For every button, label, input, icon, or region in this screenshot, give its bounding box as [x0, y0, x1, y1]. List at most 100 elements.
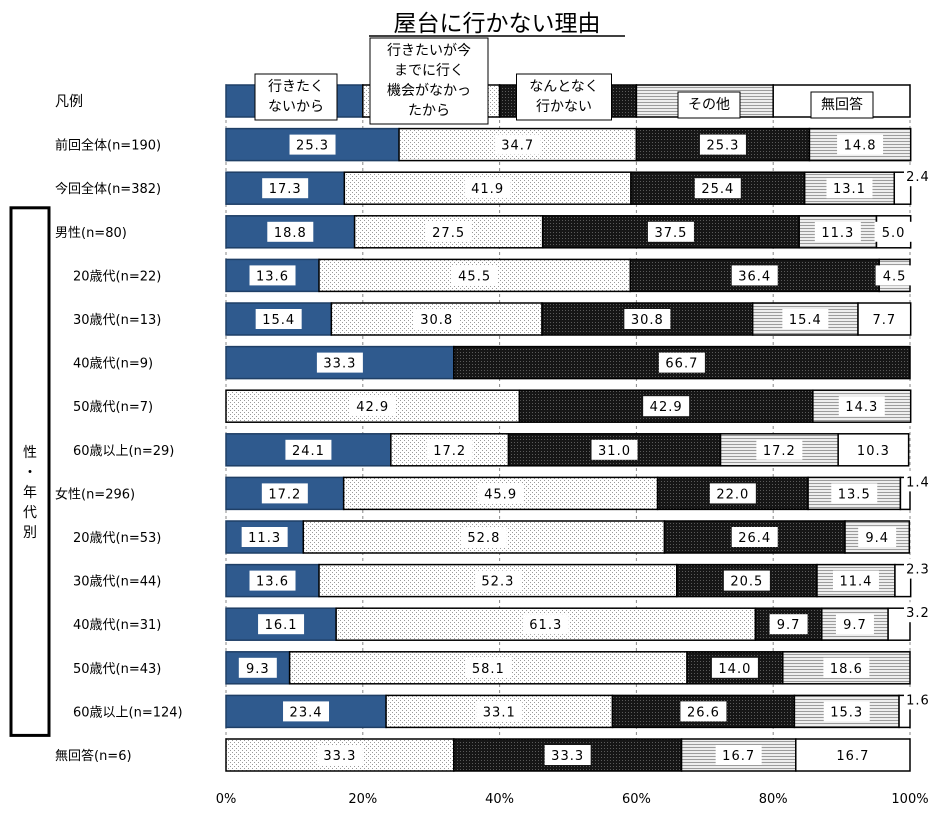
legend-entry-label: なんとなく: [529, 79, 599, 95]
data-label-bg: [731, 265, 778, 286]
data-label: 25.3: [296, 139, 329, 154]
data-label: 15.4: [789, 313, 822, 328]
data-label-bg: [715, 745, 762, 765]
data-label: 16.1: [265, 618, 298, 633]
data-label-bg: [711, 657, 758, 678]
data-label: 23.4: [290, 705, 323, 720]
bar-segment: [390, 433, 510, 467]
bar-segment: [751, 302, 859, 336]
data-label: 25.4: [701, 182, 734, 197]
data-label: 18.8: [274, 226, 307, 241]
data-label: 52.8: [467, 531, 500, 546]
data-label-bg: [464, 178, 511, 199]
data-label: 58.1: [472, 662, 505, 677]
data-label-bg: [904, 471, 932, 492]
data-label-bg: [850, 439, 897, 460]
data-label-bg: [426, 439, 473, 460]
category-label: 前回全体(n=190): [55, 138, 161, 154]
data-label-bg: [249, 570, 296, 591]
category-label: 50歳代(n=43): [73, 662, 161, 677]
data-label-bg: [904, 602, 932, 623]
legend-entry-label: 行きたいが今: [387, 43, 471, 59]
x-tick-label: 60%: [622, 792, 651, 807]
chart-title: 屋台に行かない理由: [394, 11, 601, 37]
legend-label-box: [810, 91, 874, 119]
data-label: 4.5: [883, 269, 907, 284]
data-label-bg: [451, 265, 498, 286]
category-label: 男性(n=80): [55, 226, 127, 241]
x-tick-label: 40%: [485, 792, 514, 807]
data-label-bg: [769, 614, 808, 635]
data-label: 14.8: [844, 139, 877, 154]
legend-label-box: [254, 73, 338, 121]
data-label-bg: [316, 352, 363, 373]
data-label: 1.4: [906, 475, 930, 490]
data-label: 9.3: [246, 662, 270, 677]
data-label: 30.8: [420, 313, 453, 328]
data-label: 61.3: [529, 618, 562, 633]
data-label-bg: [837, 134, 884, 155]
data-label: 13.6: [256, 575, 289, 590]
data-label-bg: [349, 396, 396, 417]
legend-entry-label: その他: [688, 97, 730, 113]
group-label-char: ・: [23, 465, 37, 481]
category-label: 60歳以上(n=124): [73, 705, 183, 720]
group-label-char: 別: [23, 525, 37, 541]
data-label: 36.4: [738, 269, 771, 284]
category-label: 40歳代(n=9): [73, 357, 153, 372]
data-label-bg: [413, 309, 460, 329]
data-label: 9.7: [843, 618, 867, 633]
data-label-bg: [731, 527, 778, 547]
data-label: 5.0: [882, 226, 906, 241]
legend-entry-label: 行かない: [536, 99, 592, 115]
category-label: 女性(n=296): [55, 486, 135, 502]
data-label-bg: [782, 309, 829, 329]
data-label-bg: [875, 265, 914, 286]
data-label: 15.3: [830, 705, 863, 720]
data-label: 17.2: [763, 444, 796, 459]
data-label-bg: [865, 309, 904, 329]
data-label-bg: [756, 439, 803, 460]
data-label-bg: [680, 701, 727, 722]
data-label-bg: [643, 396, 690, 417]
data-label-bg: [699, 134, 746, 155]
data-label: 7.7: [873, 313, 897, 328]
group-label-char: 代: [23, 505, 37, 521]
data-label: 11.3: [821, 226, 854, 241]
legend-entry-label: 機会がなかっ: [387, 83, 471, 99]
data-label: 11.4: [839, 575, 872, 590]
data-label-bg: [465, 657, 512, 678]
data-label: 27.5: [432, 226, 465, 241]
bar-segment: [795, 738, 911, 772]
data-label-bg: [258, 614, 305, 635]
data-label-bg: [316, 745, 363, 765]
group-label-char: 年: [23, 485, 37, 501]
legend-entry-label: ないから: [268, 99, 324, 115]
data-label-bg: [904, 166, 932, 187]
category-label: 50歳代(n=7): [73, 400, 153, 415]
data-label: 3.2: [906, 606, 930, 621]
data-label-bg: [838, 396, 885, 417]
data-label: 20.5: [730, 575, 763, 590]
data-label: 26.6: [687, 705, 720, 720]
legend-entry-label: 行きたく: [268, 79, 324, 95]
data-label: 37.5: [654, 226, 687, 241]
x-tick-label: 100%: [891, 792, 928, 807]
data-label-bg: [874, 221, 913, 242]
data-label-bg: [904, 689, 932, 710]
data-label-bg: [238, 657, 277, 678]
data-label: 24.1: [292, 444, 325, 459]
data-label-bg: [823, 701, 870, 722]
x-tick-label: 20%: [348, 792, 377, 807]
data-label-bg: [823, 657, 870, 678]
data-label-bg: [658, 352, 705, 373]
data-label: 22.0: [716, 487, 749, 502]
data-label-bg: [261, 483, 308, 504]
data-label-bg: [255, 309, 302, 329]
data-label-bg: [522, 614, 569, 635]
data-label: 2.4: [906, 170, 930, 185]
data-label: 34.7: [501, 139, 534, 154]
data-label: 31.0: [598, 444, 631, 459]
data-label-bg: [814, 221, 861, 242]
